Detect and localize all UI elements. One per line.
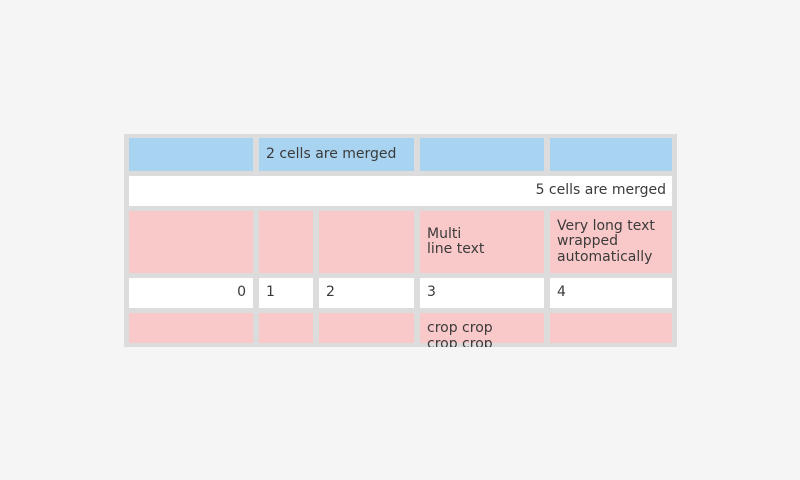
cell-text: Very long text wrapped automatically — [557, 217, 655, 265]
table-cell-empty[interactable] — [319, 211, 414, 273]
merged-cell-5[interactable]: 5 cells are merged — [129, 176, 672, 206]
table-cell-empty[interactable] — [129, 211, 253, 273]
table-cell-empty[interactable] — [420, 138, 544, 171]
cell-text: 4 — [557, 284, 566, 301]
table-row-multiline: Multi line text Very long text wrapped a… — [129, 211, 672, 273]
cell-text: Multi line text — [427, 225, 485, 257]
cell-text: 2 — [326, 284, 335, 301]
cell-text: 3 — [427, 284, 436, 301]
cell-multi-line-text[interactable]: Multi line text — [420, 211, 544, 273]
cell-text: crop crop crop crop — [427, 320, 493, 347]
cell-crop-text[interactable]: crop crop crop crop — [420, 313, 544, 347]
table-row-merged: 5 cells are merged — [129, 176, 672, 206]
cell-text: 2 cells are merged — [266, 145, 397, 162]
cell-number-0[interactable]: 0 — [129, 278, 253, 308]
table-cell-empty[interactable] — [259, 211, 313, 273]
cell-number-2[interactable]: 2 — [319, 278, 414, 308]
table-cell-empty[interactable] — [550, 313, 672, 343]
table-cell-empty[interactable] — [259, 313, 313, 343]
cell-text: 0 — [237, 284, 246, 301]
merged-cell-2[interactable]: 2 cells are merged — [259, 138, 414, 171]
cell-number-1[interactable]: 1 — [259, 278, 313, 308]
table-cell-empty[interactable] — [550, 138, 672, 171]
cell-number-3[interactable]: 3 — [420, 278, 544, 308]
cell-wrapped-text[interactable]: Very long text wrapped automatically — [550, 211, 672, 273]
cell-text: 1 — [266, 284, 275, 301]
table-cell-empty[interactable] — [319, 313, 414, 343]
table-row-header: 2 cells are merged — [129, 138, 672, 171]
table-cell-empty[interactable] — [129, 313, 253, 343]
table-row-cropped: crop crop crop crop — [129, 313, 672, 347]
cell-text: 5 cells are merged — [535, 182, 666, 199]
table-row-numbers: 0 1 2 3 4 — [129, 278, 672, 308]
cell-number-4[interactable]: 4 — [550, 278, 672, 308]
table-cell-empty[interactable] — [129, 138, 253, 171]
table-widget: 2 cells are merged 5 cells are merged Mu… — [124, 134, 677, 347]
